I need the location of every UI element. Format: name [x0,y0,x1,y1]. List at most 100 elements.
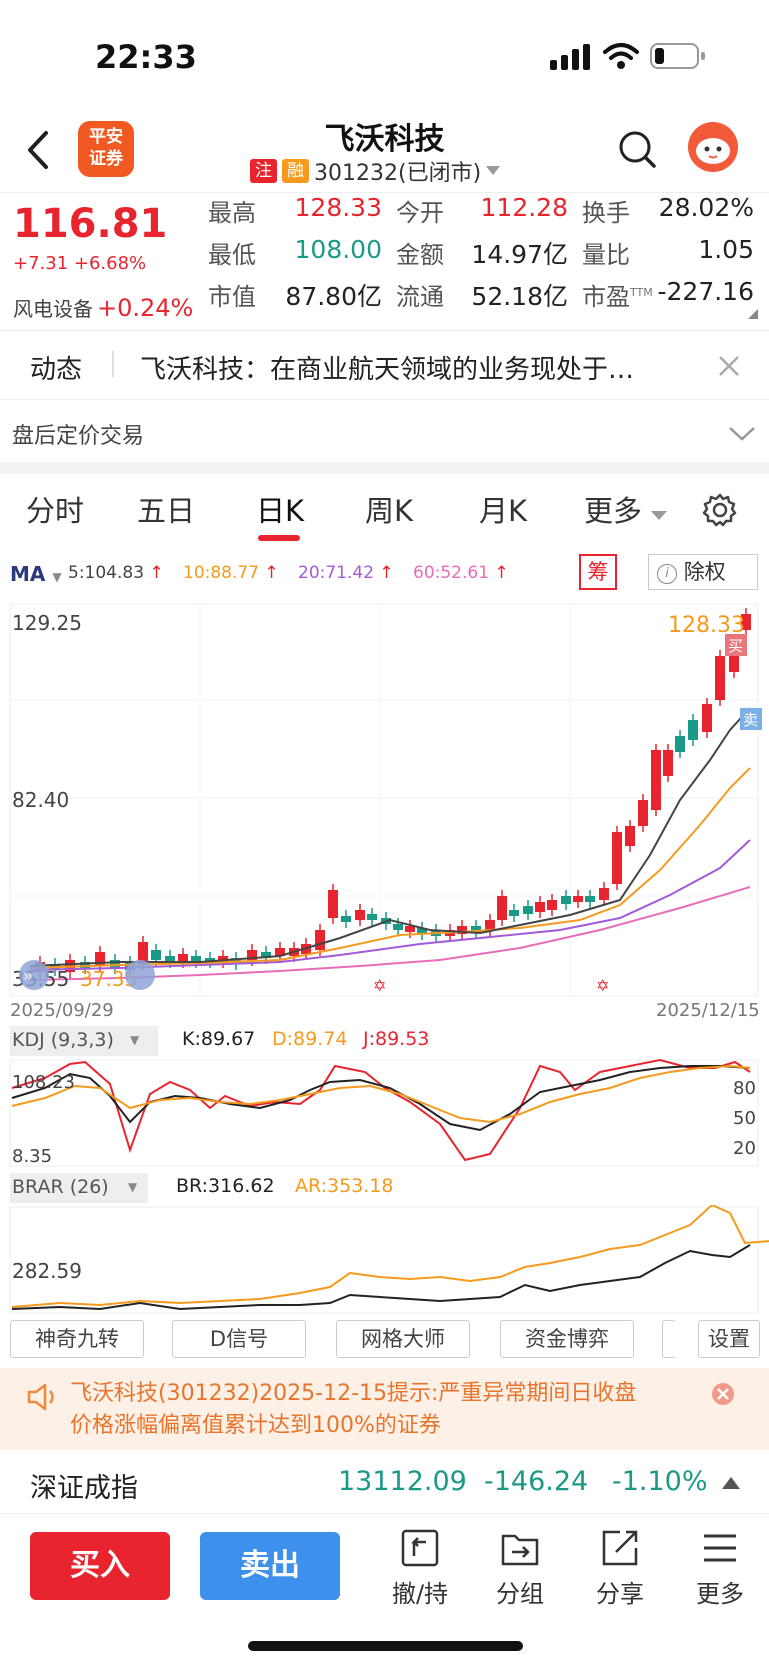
last-price: 116.81 [13,201,168,247]
kdj-y-top: 108.23 [12,1072,75,1093]
risk-notice[interactable]: 飞沃科技(301232)2025-12-15提示:严重异常期间日收盘 价格涨幅偏… [0,1368,769,1450]
after-hours-row[interactable]: 盘后定价交易 [0,402,769,464]
value-amount: 14.97亿 [471,240,568,269]
news-text[interactable]: 飞沃科技：在商业航天领域的业务现处于… [140,355,635,385]
tool-settings[interactable]: 设置 [698,1320,760,1358]
share-button[interactable]: 分享 [580,1528,660,1609]
tag-zhu: 注 [250,159,277,183]
brar-chart[interactable]: 282.59 [0,1205,769,1317]
scroll-left-handle[interactable] [19,960,49,990]
news-divider [112,351,114,377]
header: 平安 证券 飞沃科技 注 融 301232(已闭市) [0,110,769,192]
chevron-down-icon[interactable] [728,426,756,442]
caret-up-icon[interactable] [722,1476,740,1490]
tool-grid-master[interactable]: 网格大师 [336,1320,470,1358]
tool-fund-game[interactable]: 资金博弈 [500,1320,634,1358]
tab-daily-k[interactable]: 日K [256,494,305,528]
sell-button[interactable]: 卖出 [200,1532,340,1600]
svg-text:买: 买 [728,637,743,655]
kdj-chart[interactable]: 108.23 8.35 80 50 20 [0,1058,769,1170]
brar-selector[interactable]: BRAR (26) ▼ [10,1173,148,1203]
price-change: +7.31 +6.68% [13,253,147,274]
battery-icon [650,43,705,69]
kdj-selector[interactable]: KDJ (9,3,3) ▼ [10,1026,158,1056]
tool-d-signal[interactable]: D信号 [172,1320,306,1358]
label-low: 最低 [208,241,256,269]
kline-chart[interactable]: 129.25 82.40 35.55 37.35 128.33 买 卖 » ✡ … [0,600,769,1025]
news-ticker[interactable]: 动态 飞沃科技：在商业航天领域的业务现处于… [0,330,769,400]
index-name: 深证成指 [30,1473,138,1504]
more-button[interactable]: 更多 [680,1528,760,1609]
back-icon[interactable] [26,130,50,170]
label-turnover: 换手 [582,199,630,227]
tab-weekly-k[interactable]: 周K [365,494,414,528]
home-indicator [248,1641,523,1651]
sector-info[interactable]: 风电设备 +0.24% [13,293,193,322]
label-pe: 市盈TTM [582,283,653,311]
value-pe: -227.16 [657,277,755,306]
info-icon: i [657,564,677,584]
kdj-d: D:89.74 [272,1028,348,1050]
avatar[interactable] [688,122,738,172]
kdj-d-line [11,1064,751,1124]
label-volume-ratio: 量比 [582,241,630,269]
date-end: 2025/12/15 [656,1000,760,1021]
buy-button[interactable]: 买入 [30,1532,170,1600]
sell-marker[interactable] [740,708,762,730]
ma-legend: MA ▼ 5:104.83 ↑ 10:88.77 ↑ 20:71.42 ↑ 60… [0,548,769,598]
group-button[interactable]: 分组 [480,1528,560,1609]
section-divider [0,462,769,474]
caret-down-icon [486,166,501,175]
stock-code-status: 301232(已闭市) [314,161,482,186]
after-hours-label: 盘后定价交易 [12,424,145,449]
signal-icon [550,44,590,70]
tab-more[interactable]: 更多 [584,488,668,530]
sector-change: +0.24% [97,294,194,322]
stock-title[interactable]: 飞沃科技 [324,122,445,157]
value-open: 112.28 [480,193,568,222]
chip-distribution-button[interactable]: 筹 [579,554,617,590]
gear-icon[interactable] [702,492,738,528]
indicator-tools: 神奇九转 D信号 网格大师 资金博弈 设置 [10,1320,760,1360]
buy-marker[interactable] [725,634,747,656]
broker-logo: 平安 证券 [78,121,134,177]
cancel-hold-button[interactable]: 撤/持 [380,1528,460,1609]
event-marker-icon[interactable]: ✡ [596,976,609,995]
value-market-cap: 87.80亿 [285,282,382,311]
share-icon [602,1530,638,1566]
close-icon[interactable] [718,355,740,377]
ma5-line [29,707,751,967]
tag-rong: 融 [282,159,309,183]
value-high: 128.33 [294,193,382,222]
tab-monthly-k[interactable]: 月K [479,494,528,528]
corner-expand-icon[interactable] [748,309,758,319]
event-marker-icon[interactable]: ✡ [373,976,386,995]
stock-subtitle[interactable]: 注 融 301232(已闭市) [250,155,501,187]
tab-five-day[interactable]: 五日 [137,494,196,528]
kdj-j: J:89.53 [363,1028,430,1050]
kdj-k: K:89.67 [182,1028,256,1050]
active-tab-indicator [258,535,300,541]
tool-partial[interactable] [662,1320,676,1358]
caret-down-icon [651,511,668,520]
sector-name: 风电设备 [13,297,93,321]
tool-magic-nine[interactable]: 神奇九转 [10,1320,144,1358]
ex-rights-button[interactable]: i 除权 [648,554,758,590]
tab-intraday[interactable]: 分时 [26,494,85,528]
status-bar: 22:33 [0,0,769,110]
scroll-right-handle[interactable] [125,960,155,990]
notice-text: 飞沃科技(301232)2025-12-15提示:严重异常期间日收盘 价格涨幅偏… [70,1381,637,1438]
brar-br: BR:316.62 [176,1175,275,1197]
label-market-cap: 市值 [208,283,256,311]
svg-text:»: » [23,966,33,985]
index-ticker[interactable]: 深证成指 13112.09 -146.24 -1.10% [0,1452,769,1514]
search-icon[interactable] [618,130,658,170]
speaker-icon [27,1383,54,1411]
index-pct: -1.10% [612,1466,708,1497]
close-icon[interactable] [711,1382,735,1406]
value-volume-ratio: 1.05 [698,235,754,264]
ma60-value: 60:52.61 ↑ [413,563,509,583]
date-start: 2025/09/29 [10,1000,114,1021]
ma-label[interactable]: MA ▼ [10,562,62,586]
news-label: 动态 [30,355,83,385]
